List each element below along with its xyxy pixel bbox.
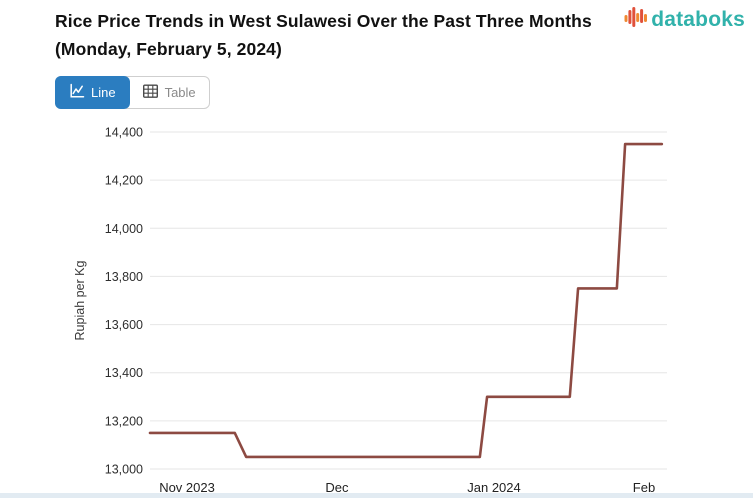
y-tick-label: 13,000 <box>105 463 143 477</box>
y-tick-label: 13,400 <box>105 366 143 380</box>
y-tick-label: 13,200 <box>105 414 143 428</box>
line-chart-plot-area[interactable]: 13,000 13,200 13,400 13,600 13,800 14,000 14,2… <box>0 115 753 498</box>
bottom-divider <box>0 493 753 498</box>
y-axis-title: Rupiah per Kg <box>73 260 87 340</box>
y-tick-label: 14,400 <box>105 126 143 140</box>
y-tick-label: 14,200 <box>105 174 143 188</box>
page-title: Rice Price Trends in West Sulawesi Over … <box>55 11 592 60</box>
line-view-label: Line <box>91 85 116 100</box>
y-tick-label: 14,000 <box>105 222 143 236</box>
brand-wordmark: databoks <box>651 7 745 31</box>
table-view-label: Table <box>164 85 196 100</box>
table-view-button[interactable]: Table <box>129 77 209 108</box>
x-tick-label: Jan 2024 <box>467 480 521 495</box>
line-view-button[interactable]: Line <box>55 76 130 109</box>
table-icon <box>142 83 159 103</box>
price-trend-line <box>148 142 664 459</box>
y-tick-label: 13,600 <box>105 318 143 332</box>
view-toggle-group: Line Table <box>55 76 210 109</box>
x-tick-label: Dec <box>325 480 349 495</box>
x-tick-label: Feb <box>633 480 655 495</box>
line-chart-icon <box>69 83 85 102</box>
y-tick-label: 13,800 <box>105 270 143 284</box>
databoks-bars-logo-icon <box>624 5 648 34</box>
databoks-logo: databoks <box>624 5 745 34</box>
x-tick-label: Nov 2023 <box>159 480 215 495</box>
